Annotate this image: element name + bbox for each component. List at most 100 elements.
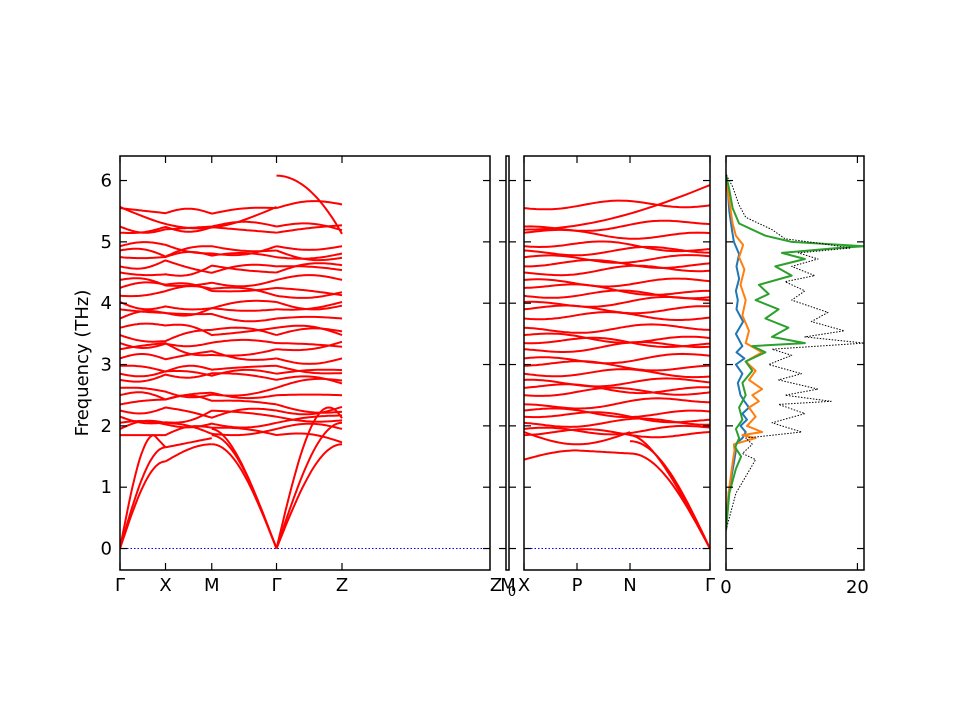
optical-band [120,277,277,288]
band-lines [120,174,490,550]
optical-band [120,409,277,425]
optical-band [120,206,277,215]
optical-band [120,350,277,361]
optical-band [120,406,277,419]
optical-band [276,245,343,251]
optical-band [120,299,277,311]
optical-band [120,205,277,230]
optical-band [276,342,343,348]
optical-band [276,174,343,235]
acoustic-band [275,421,343,549]
x-tick-label: 20 [846,577,869,598]
optical-band [276,414,343,424]
optical-band [276,301,343,311]
plot-frame [725,155,865,571]
optical-band [120,264,277,277]
optical-band [120,368,277,378]
optical-band [524,228,710,240]
optical-band [120,372,277,383]
x-tick-label: N [623,575,636,596]
acoustic-band [629,440,710,549]
optical-band [276,222,343,232]
optical-band [120,386,277,399]
x-tick-label: 0 [720,577,731,598]
acoustic-band [275,443,343,549]
optical-band [276,252,343,260]
optical-band [120,326,277,343]
optical-band [120,281,277,293]
optical-band [524,383,710,395]
optical-band [524,311,710,321]
optical-band [276,286,343,297]
x-tick-label: Γ [271,575,281,596]
x-tick-label: X [159,575,171,596]
optical-band [276,327,343,337]
partial-dos-curve [726,174,864,531]
optical-band [120,307,277,317]
optical-band [276,274,343,281]
optical-band [524,368,710,379]
acoustic-band [211,434,278,549]
optical-band [524,277,710,288]
optical-band [524,360,710,372]
optical-band [120,364,277,373]
optical-band [524,332,710,344]
acoustic-band [165,437,213,449]
optical-band [524,407,710,419]
plot-frame [505,155,510,571]
optical-band [276,315,343,320]
optical-band [276,415,343,423]
y-tick-label: 3 [101,355,112,376]
acoustic-band [211,443,278,549]
optical-band [524,254,710,264]
optical-band [276,262,343,274]
optical-band [120,420,277,429]
y-tick-label: 6 [101,171,112,192]
acoustic-band [120,446,166,549]
optical-band [276,224,343,234]
optical-band [524,352,710,365]
acoustic-band [275,406,343,549]
acoustic-band [120,460,166,549]
optical-band [524,240,710,253]
optical-band [524,424,710,436]
optical-band [276,324,343,337]
acoustic-band [629,452,710,549]
optical-band [276,265,343,272]
optical-band [120,245,277,258]
optical-band [276,200,343,210]
optical-band [120,338,277,349]
y-tick-label: 1 [101,477,112,498]
panel-gamma-x-m-gamma-z: 0 1 2 3 4 5 6 Γ X M Γ Z [101,155,491,596]
y-tick-label: 4 [101,293,112,314]
acoustic-band [576,449,631,455]
acoustic-band [524,431,631,446]
optical-band [524,411,710,424]
optical-band [276,249,343,262]
optical-band [524,377,710,388]
optical-band [524,245,710,257]
y-tick-label: 2 [101,416,112,437]
optical-band [524,283,710,296]
optical-band [524,304,710,315]
optical-band [276,364,343,375]
optical-band [524,336,710,348]
optical-band [276,393,343,397]
optical-band [276,422,343,430]
x-tick-label: M [500,575,516,596]
optical-band [524,428,710,439]
optical-band [276,403,343,414]
optical-band [276,291,343,299]
acoustic-band [629,434,710,549]
y-tick-label: 0 [101,539,112,560]
optical-band [524,184,710,231]
optical-band [120,391,277,401]
optical-band [276,375,343,385]
x-tick-label: Z [336,575,348,596]
optical-band [276,368,343,375]
optical-band [276,432,343,444]
optical-band [120,259,277,274]
panel-density-of-states: 0 20 [720,155,869,598]
x-tick-label: X [518,575,530,596]
